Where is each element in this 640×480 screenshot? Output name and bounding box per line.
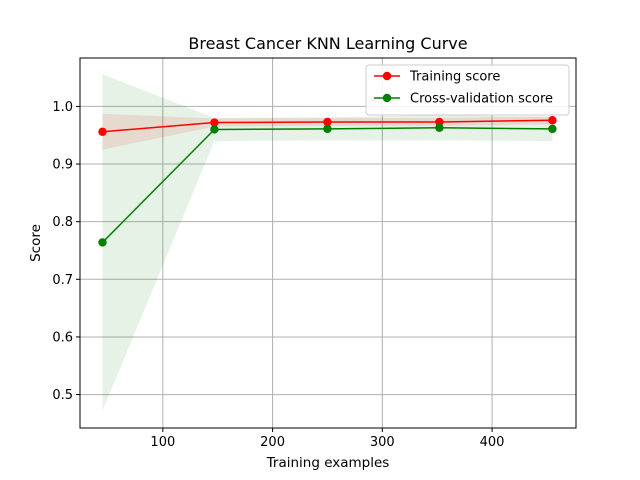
y-tick-label: 0.6 (52, 330, 73, 345)
point-training (435, 117, 444, 127)
x-tick-label: 100 (150, 435, 175, 450)
legend-marker-cv (382, 93, 392, 103)
x-axis-label: Training examples (266, 455, 390, 471)
point-training (323, 117, 332, 127)
point-cv (98, 238, 107, 247)
point-training (210, 118, 219, 127)
point-training (548, 116, 557, 125)
grid-lines (80, 58, 576, 428)
chart-title: Breast Cancer KNN Learning Curve (188, 34, 467, 53)
x-tick-label: 200 (260, 435, 285, 450)
point-cv (548, 124, 557, 134)
series-markers (98, 116, 557, 247)
x-tick-label: 300 (370, 435, 395, 450)
point-cv (210, 125, 219, 134)
legend-label-cv: Cross-validation score (410, 92, 553, 107)
legend-marker-training (382, 71, 392, 81)
band-cv (102, 74, 553, 411)
y-tick-label: 0.5 (52, 388, 73, 403)
plot-frame (79, 57, 577, 429)
y-axis-label: Score (28, 224, 44, 262)
point-cv (435, 123, 444, 132)
y-axis-ticks: 0.5 0.6 0.7 0.8 0.9 1.0 (52, 100, 80, 403)
y-tick-label: 0.7 (52, 273, 73, 288)
x-tick-label: 400 (480, 435, 505, 450)
y-tick-label: 1.0 (52, 100, 73, 115)
y-tick-label: 0.8 (52, 215, 73, 230)
point-training (98, 127, 107, 136)
legend-label-training: Training score (409, 70, 500, 85)
y-tick-label: 0.9 (52, 158, 73, 173)
legend-box (365, 64, 570, 116)
x-axis-ticks: 100 200 300 400 (150, 428, 504, 450)
point-cv (323, 124, 332, 134)
legend: Training score Cross-validation score (365, 64, 570, 116)
